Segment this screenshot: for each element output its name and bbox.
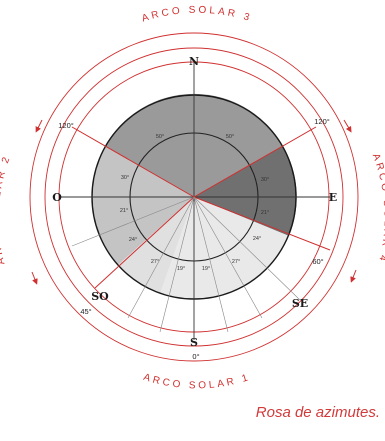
fan-line <box>127 196 195 319</box>
sector-east <box>194 146 297 236</box>
outer-angle-bottom-0: 0° <box>192 352 199 361</box>
arc-arrow-left-lower <box>31 271 38 285</box>
red-ray-sw <box>94 196 195 289</box>
sector-southwest-light <box>118 197 194 293</box>
inner-angle-top-right: 50° <box>226 134 234 140</box>
red-ray-se <box>193 196 331 251</box>
inner-angle-bottom-left-19: 19° <box>177 266 185 272</box>
cardinal-southwest: SO <box>91 290 109 303</box>
cardinal-south: S <box>190 336 198 349</box>
red-ray-ne <box>193 126 317 198</box>
fan-line <box>159 196 195 333</box>
fan-line <box>193 196 301 301</box>
fan-line <box>193 196 229 333</box>
arc-solar-3-label: ARCO SOLAR 3 <box>141 5 254 25</box>
arc-solar-4-label: ARCO SOLAR 4 <box>370 152 385 265</box>
inner-angle-right-24: 24° <box>253 236 261 242</box>
cardinal-east: E <box>329 191 337 204</box>
inner-angle-bottom-right-19: 19° <box>202 266 210 272</box>
inner-angle-left-24: 24° <box>129 237 137 243</box>
outer-angle-right-120: 120° <box>314 117 330 126</box>
inner-angle-bottom-left-27: 27° <box>151 259 159 265</box>
inner-angle-top-left: 50° <box>156 134 164 140</box>
fan-line <box>71 196 195 247</box>
inner-angle-left-21: 21° <box>120 208 128 214</box>
outer-angle-left-45: 45° <box>80 307 91 316</box>
arc-solar-2-label: ARCO SOLAR 2 <box>0 153 13 266</box>
arc-solar-1-label: ARCO SOLAR 1 <box>142 372 252 392</box>
arc-arrow-left <box>35 119 43 133</box>
outer-angle-right-60: 60° <box>312 257 323 266</box>
inner-angle-bottom-right-27: 27° <box>232 259 240 265</box>
outer-ring-1 <box>29 32 359 362</box>
cardinal-west: O <box>52 191 62 204</box>
cardinal-southeast: SE <box>292 297 308 310</box>
inner-angle-right-30: 30° <box>261 177 269 183</box>
outer-angle-left-120: 120° <box>58 121 74 130</box>
sector-west <box>91 146 194 265</box>
cardinal-north: N <box>189 55 199 68</box>
outer-ring-2 <box>44 47 344 347</box>
figure-caption: Rosa de azimutes. <box>255 404 380 421</box>
arc-arrow-right <box>343 119 352 133</box>
fan-line <box>193 196 263 319</box>
inner-angle-left-30: 30° <box>121 175 129 181</box>
inner-angle-right-21: 21° <box>261 210 269 216</box>
red-ray-nw <box>71 126 195 198</box>
arc-arrow-right-lower <box>350 269 357 283</box>
